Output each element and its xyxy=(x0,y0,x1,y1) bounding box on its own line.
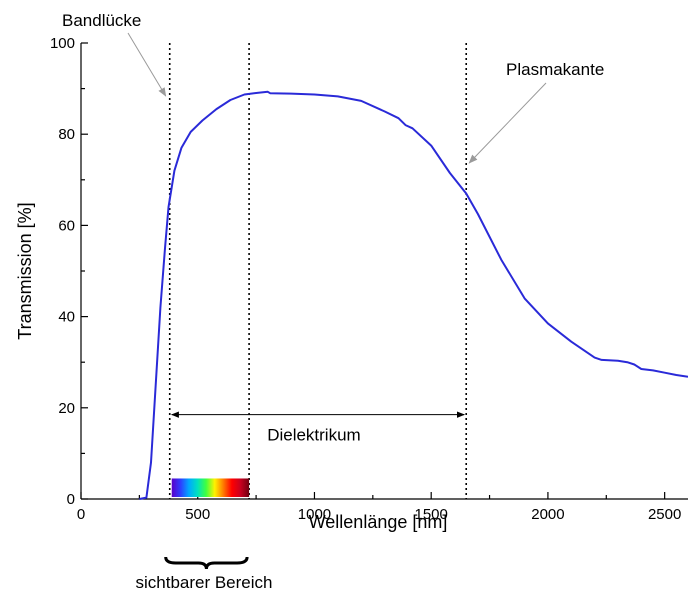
y-tick-label: 40 xyxy=(58,309,75,326)
y-axis-title: Transmission [%] xyxy=(15,202,35,339)
x-tick-label: 0 xyxy=(77,506,85,523)
visible-spectrum-bar xyxy=(171,478,250,497)
band-gap-pointer xyxy=(127,32,167,97)
x-ticks: 0 500 1000 1500 2000 2500 xyxy=(77,492,681,523)
x-tick-label: 1000 xyxy=(298,506,331,523)
x-tick-label: 2000 xyxy=(531,506,564,523)
x-tick-label: 500 xyxy=(185,506,210,523)
plasma-edge-pointer xyxy=(468,82,547,164)
x-tick-label: 2500 xyxy=(648,506,681,523)
series-group xyxy=(139,90,688,500)
y-tick-label: 80 xyxy=(58,126,75,143)
dielectric-label: Dielektrikum xyxy=(267,426,361,445)
visible-range-brace xyxy=(164,556,249,570)
y-tick-label: 100 xyxy=(50,35,75,52)
plasma-edge-label: Plasmakante xyxy=(506,60,604,79)
x-axis-title: Wellenlänge [nm] xyxy=(309,512,448,532)
x-tick-label: 1500 xyxy=(415,506,448,523)
y-ticks: 0 20 40 60 80 100 xyxy=(50,35,88,508)
y-tick-label: 0 xyxy=(67,491,75,508)
reference-lines xyxy=(168,43,468,499)
y-tick-label: 20 xyxy=(58,400,75,417)
band-gap-label: Bandlücke xyxy=(62,11,141,30)
y-tick-label: 60 xyxy=(58,217,75,234)
visible-range-label: sichtbarer Bereich xyxy=(135,573,272,592)
transmission-line xyxy=(139,90,688,500)
